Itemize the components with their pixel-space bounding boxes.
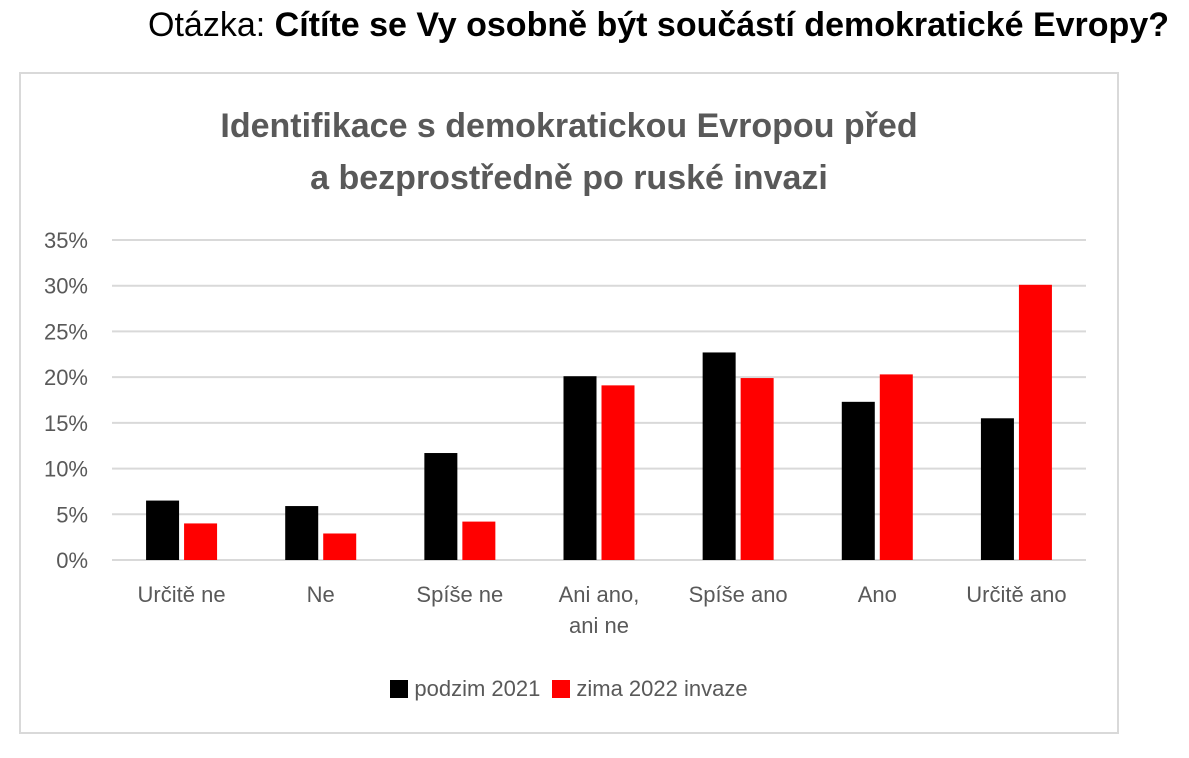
x-category-label: Určitě ano bbox=[966, 582, 1066, 607]
y-tick-label: 15% bbox=[44, 411, 88, 436]
y-tick-label: 20% bbox=[44, 365, 88, 390]
x-category-label: Ani ano, ani ne bbox=[559, 582, 640, 638]
legend: podzim 2021 zima 2022 invaze bbox=[19, 676, 1119, 702]
legend-item-series-1: podzim 2021 bbox=[390, 676, 540, 702]
question-heading: Otázka: Cítíte se Vy osobně být součástí… bbox=[0, 6, 1189, 45]
bar-series-2 bbox=[462, 521, 496, 560]
y-tick-label: 0% bbox=[56, 548, 88, 573]
bar-series-1 bbox=[146, 500, 180, 560]
y-tick-label: 10% bbox=[44, 457, 88, 482]
bar-series-1 bbox=[980, 418, 1014, 560]
bar-series-2 bbox=[323, 533, 357, 560]
bar-series-1 bbox=[563, 376, 597, 560]
bar-series-2 bbox=[184, 523, 218, 560]
bar-series-1 bbox=[424, 453, 458, 560]
x-category-label: Spíše ano bbox=[689, 582, 788, 607]
legend-label-series-2: zima 2022 invaze bbox=[576, 676, 748, 701]
y-tick-label: 35% bbox=[44, 228, 88, 253]
x-category-label: Spíše ne bbox=[416, 582, 503, 607]
y-tick-label: 5% bbox=[56, 502, 88, 527]
bar-series-2 bbox=[879, 374, 913, 560]
legend-swatch-series-1 bbox=[390, 680, 409, 698]
bar-series-1 bbox=[285, 506, 319, 560]
legend-swatch-series-2 bbox=[552, 680, 571, 698]
x-category-label: Ano bbox=[858, 582, 897, 607]
bar-series-2 bbox=[740, 378, 774, 560]
question-text: Cítíte se Vy osobně být součástí demokra… bbox=[274, 6, 1169, 44]
question-prefix: Otázka: bbox=[148, 6, 275, 44]
chart-title-line-2: a bezprostředně po ruské invazi bbox=[310, 159, 828, 197]
x-category-label: Ne bbox=[307, 582, 335, 607]
bar-series-2 bbox=[1018, 284, 1052, 560]
legend-label-series-1: podzim 2021 bbox=[414, 676, 541, 701]
y-tick-label: 25% bbox=[44, 319, 88, 344]
legend-item-series-2: zima 2022 invaze bbox=[552, 676, 748, 702]
bar-series-1 bbox=[702, 352, 736, 560]
x-category-label: Určitě ne bbox=[138, 582, 226, 607]
chart-title-line-1: Identifikace s demokratickou Evropou pře… bbox=[220, 107, 918, 145]
chart-title: Identifikace s demokratickou Evropou pře… bbox=[19, 100, 1119, 204]
bar-series-1 bbox=[841, 401, 875, 560]
y-tick-label: 30% bbox=[44, 274, 88, 299]
bar-series-2 bbox=[601, 385, 635, 560]
